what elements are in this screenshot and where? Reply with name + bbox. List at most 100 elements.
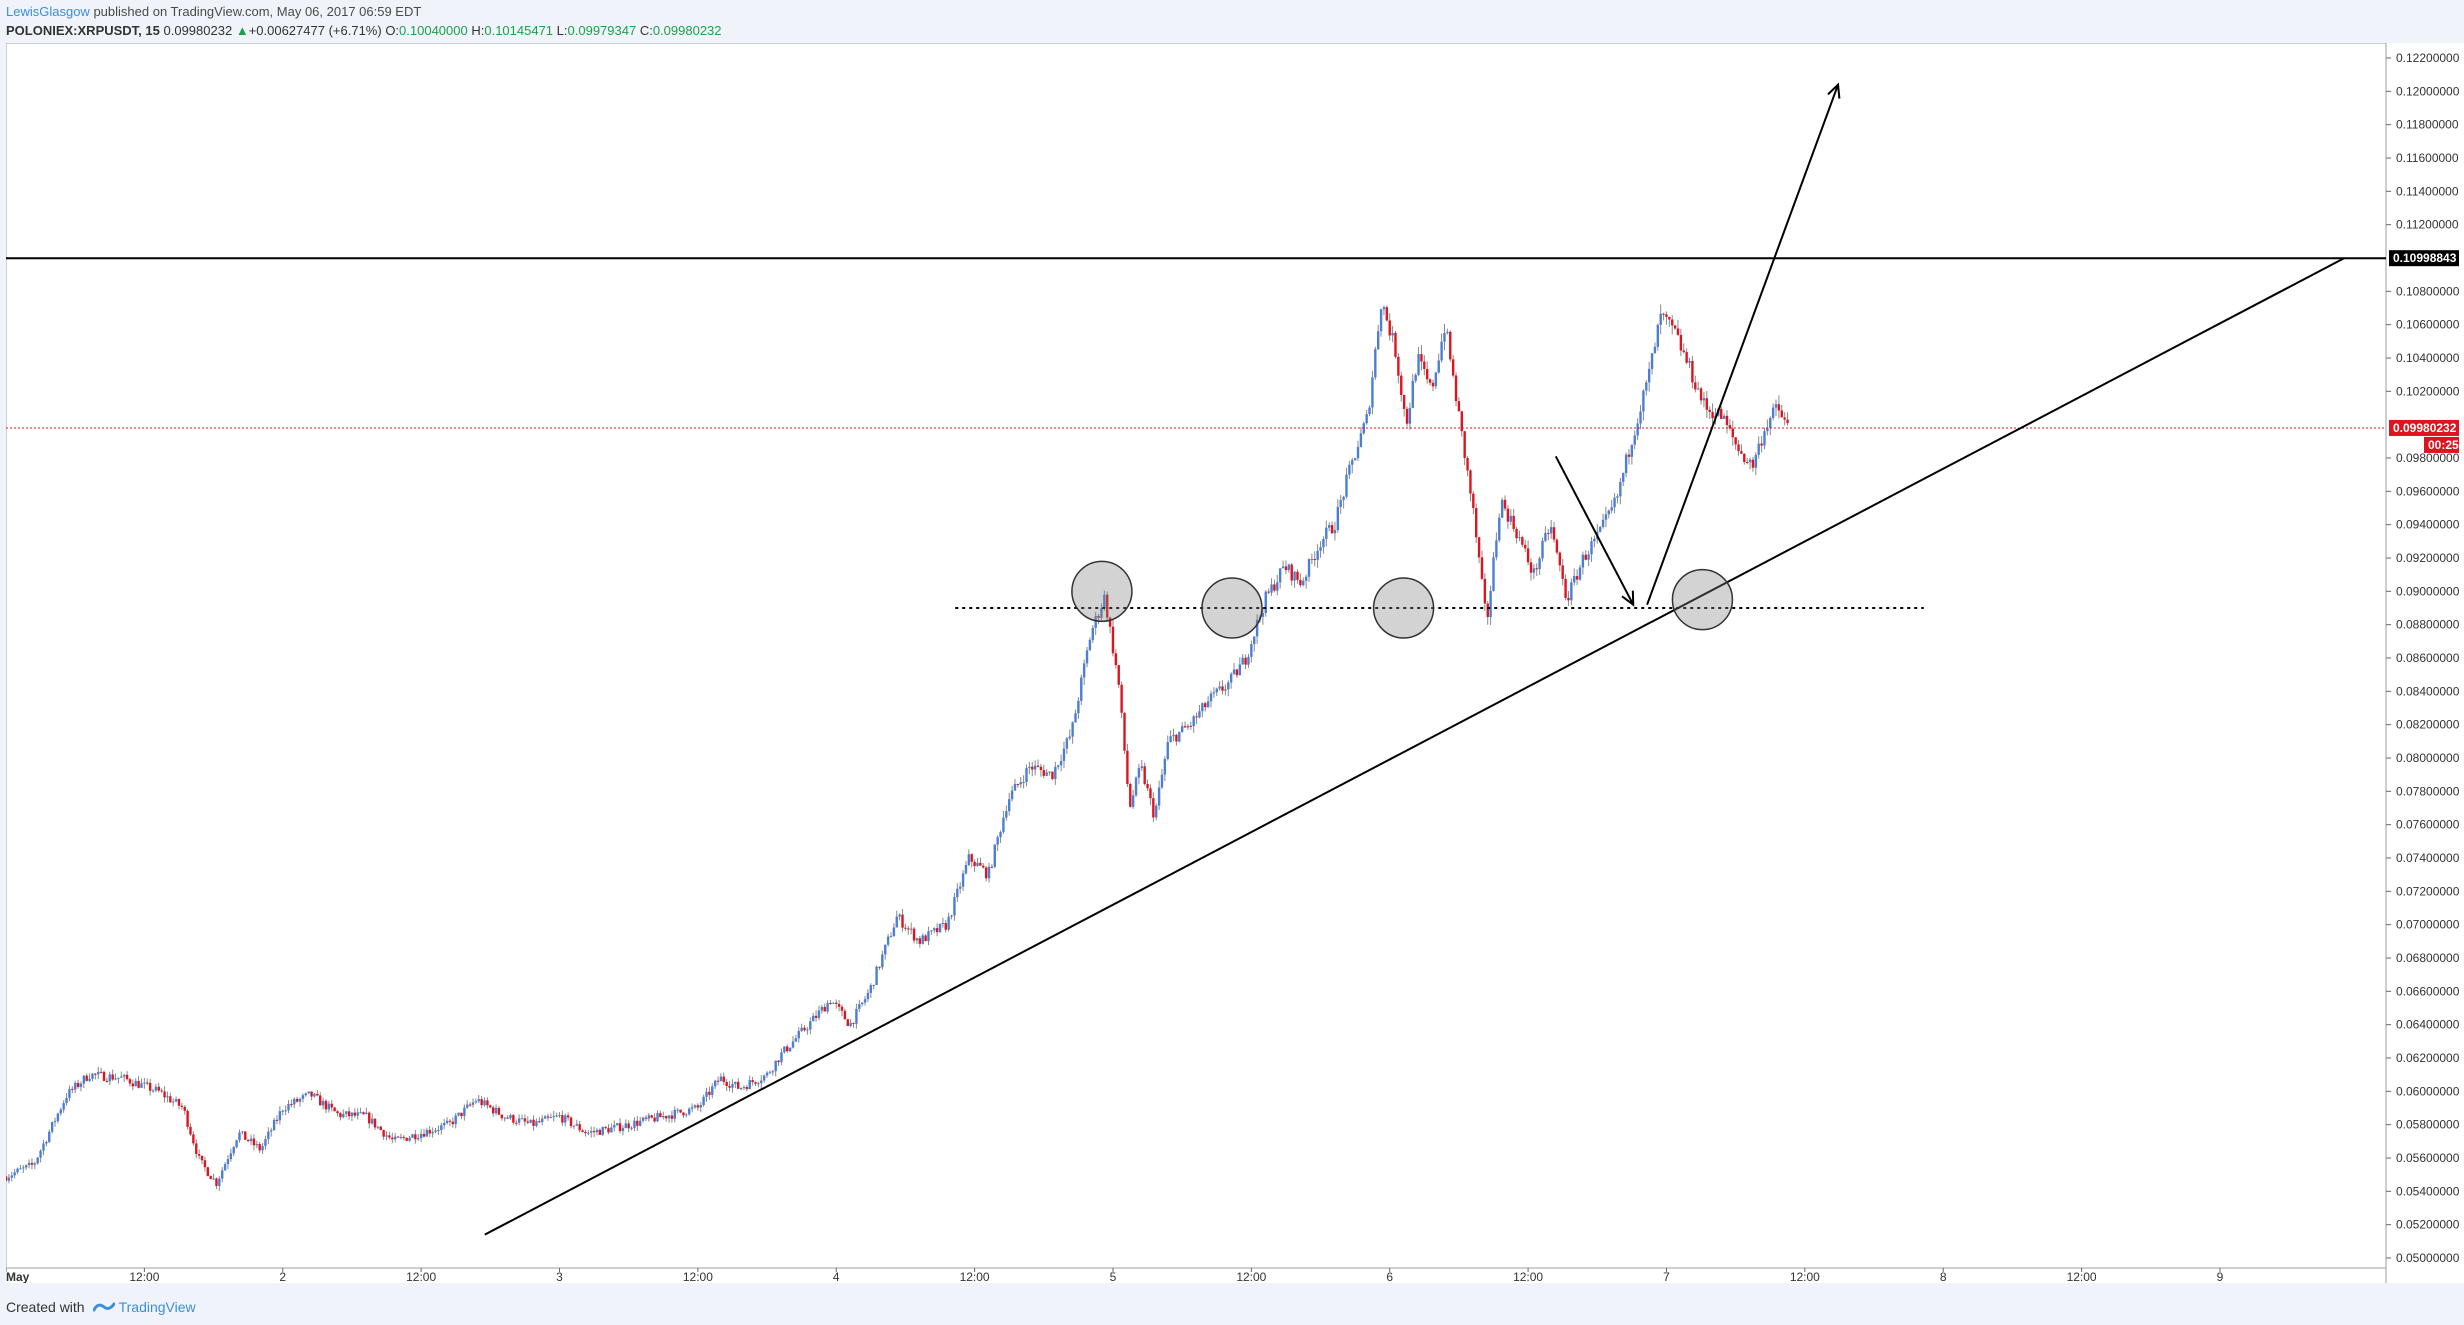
candle-body — [667, 1115, 671, 1119]
candle-body — [1443, 333, 1446, 342]
candle-body — [171, 1101, 175, 1103]
candle-body — [209, 1175, 212, 1180]
candle-body — [1019, 782, 1022, 785]
candle-body — [621, 1128, 625, 1132]
candle-body — [120, 1076, 123, 1078]
candle-body — [1204, 703, 1207, 708]
author-link[interactable]: LewisGlasgow — [6, 4, 90, 19]
price-tick-label: 0.06600000 — [2396, 984, 2460, 998]
candle-body — [699, 1104, 702, 1108]
candle-body — [140, 1083, 143, 1088]
candle-body — [1769, 417, 1772, 428]
candle-body — [497, 1107, 501, 1115]
candle-body — [1091, 627, 1094, 640]
candle-body — [515, 1122, 518, 1124]
candle-body — [771, 1071, 775, 1073]
candle-body — [835, 1002, 838, 1004]
candle-body — [846, 1019, 849, 1026]
candle-body — [1679, 334, 1683, 351]
candle-body — [1783, 417, 1786, 420]
candle-body — [275, 1119, 279, 1121]
candle-body — [114, 1078, 117, 1080]
candle-body — [1330, 525, 1334, 534]
candle-body — [1671, 319, 1674, 326]
candle-body — [50, 1121, 54, 1132]
candle-body — [1212, 692, 1216, 694]
candle-body — [1293, 571, 1296, 581]
candle-body — [607, 1128, 610, 1133]
candle-body — [535, 1121, 538, 1126]
candle-body — [630, 1127, 633, 1129]
candle-body — [921, 935, 924, 944]
candle-body — [1080, 677, 1083, 701]
candle-body — [653, 1117, 656, 1122]
candle-body — [373, 1118, 377, 1128]
candle-body — [1325, 527, 1328, 540]
candle-body — [414, 1134, 417, 1140]
candle-body — [538, 1121, 541, 1123]
candle-body — [45, 1141, 48, 1144]
candle-body — [111, 1074, 114, 1080]
price-tick-label: 0.11400000 — [2396, 184, 2459, 198]
candle-body — [189, 1126, 192, 1135]
candle-body — [500, 1114, 504, 1119]
candle-body — [226, 1159, 230, 1165]
time-tick-label: 6 — [1386, 1270, 1393, 1283]
price-tick-label: 0.05200000 — [2396, 1218, 2460, 1232]
candle-body — [1316, 550, 1319, 560]
close-value: 0.09980232 — [652, 23, 722, 38]
candle-body — [788, 1047, 792, 1052]
price-axis[interactable] — [2386, 43, 2464, 1283]
candle-body — [460, 1112, 463, 1117]
close-label: C: — [639, 23, 653, 38]
candle-body — [1356, 446, 1360, 459]
footer: Created with TradingView — [6, 1299, 196, 1315]
candle-body — [768, 1072, 772, 1074]
candle-body — [1322, 539, 1325, 548]
candle-body — [324, 1100, 328, 1110]
candle-body — [1771, 407, 1775, 418]
candle-body — [339, 1113, 342, 1118]
candle-body — [1526, 548, 1530, 563]
price-tick-label: 0.05400000 — [2396, 1184, 2460, 1198]
candle-body — [65, 1097, 68, 1104]
time-tick-label: 12:00 — [1790, 1270, 1820, 1283]
price-tick-label: 0.09800000 — [2396, 451, 2460, 465]
candle-body — [1241, 657, 1244, 665]
chart-area[interactable]: 0.05000000 0.05200000 0.05400000 0.05600000… — [6, 43, 2464, 1283]
candle-body — [748, 1080, 751, 1090]
candle-body — [930, 930, 933, 932]
candle-body — [561, 1115, 564, 1123]
candle-body — [1088, 639, 1092, 651]
tradingview-link[interactable]: TradingView — [92, 1299, 196, 1315]
price-chart[interactable]: 0.05000000 0.05200000 0.05400000 0.05600000… — [6, 43, 2464, 1283]
candle-body — [843, 1010, 847, 1020]
candle-body — [1140, 766, 1144, 769]
tradingview-logo-icon — [92, 1302, 115, 1312]
candle-body — [146, 1082, 149, 1084]
candle-body — [117, 1077, 120, 1079]
candle-body — [823, 1006, 826, 1012]
time-axis[interactable] — [6, 1268, 2386, 1283]
candle-body — [1336, 506, 1340, 531]
candle-body — [62, 1103, 65, 1110]
price-tick-label: 0.08400000 — [2396, 684, 2460, 698]
candle-body — [1290, 564, 1293, 581]
candle-body — [526, 1121, 529, 1123]
candle-body — [203, 1160, 207, 1168]
candle-body — [1339, 500, 1342, 507]
candle-body — [1607, 510, 1611, 515]
candle-body — [1503, 499, 1507, 509]
candle-body — [1218, 686, 1221, 689]
candle-body — [1532, 568, 1536, 573]
candle-body — [1743, 453, 1746, 462]
candle-body — [1489, 590, 1492, 618]
candle-body — [1368, 407, 1371, 415]
candle-body — [543, 1116, 547, 1119]
countdown-badge — [2424, 436, 2459, 453]
resistance-price-badge — [2389, 250, 2459, 267]
time-tick-label: 3 — [556, 1270, 563, 1283]
candle-body — [852, 1022, 855, 1024]
candle-body — [1518, 537, 1521, 539]
candle-body — [1114, 653, 1118, 666]
